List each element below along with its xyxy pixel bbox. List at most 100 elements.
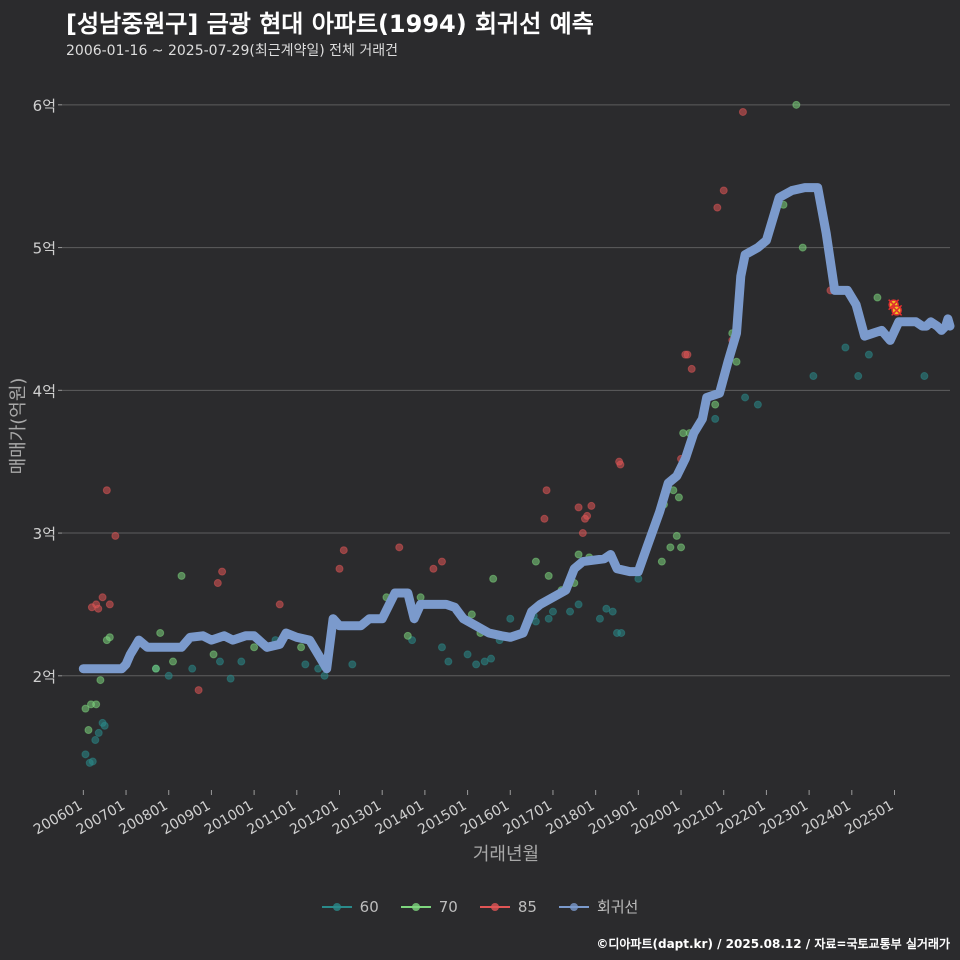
point-60 (864, 350, 873, 359)
point-60 (348, 660, 357, 669)
point-85 (437, 557, 446, 566)
point-70 (105, 633, 114, 642)
point-85 (339, 546, 348, 555)
chart-subtitle: 2006-01-16 ~ 2025-07-29(최근계약일) 전체 거래건 (66, 43, 398, 59)
point-85 (111, 531, 120, 540)
point-60 (88, 757, 97, 766)
point-70 (81, 704, 90, 713)
point-70 (798, 243, 807, 252)
point-60 (301, 660, 310, 669)
point-70 (96, 676, 105, 685)
point-60 (566, 607, 575, 616)
point-85 (275, 600, 284, 609)
point-60 (602, 604, 611, 613)
y-tick-label: 2억 (33, 668, 56, 686)
point-70 (177, 571, 186, 580)
point-60 (91, 736, 100, 745)
point-60 (472, 660, 481, 669)
legend-label-85: 85 (517, 897, 537, 916)
y-tick-label: 5억 (33, 240, 56, 258)
point-60 (81, 750, 90, 759)
point-85 (719, 186, 728, 195)
point-60 (237, 657, 246, 666)
highlight-cross (891, 304, 903, 316)
point-70 (711, 400, 720, 409)
point-85 (105, 600, 114, 609)
point-70 (732, 357, 741, 366)
highlight-cross (888, 299, 900, 311)
point-60 (506, 614, 515, 623)
x-tick-label: 202501 (842, 798, 896, 839)
point-85 (194, 686, 203, 695)
point-85 (335, 564, 344, 573)
point-60 (544, 614, 553, 623)
legend-key-85 (479, 901, 510, 913)
y-tick-label: 6억 (33, 97, 56, 115)
legend-key-70 (400, 901, 431, 913)
point-85 (102, 486, 111, 495)
point-60 (215, 657, 224, 666)
legend-label-60: 60 (359, 897, 379, 916)
point-85 (94, 604, 103, 613)
point-85 (583, 511, 592, 520)
point-70 (657, 557, 666, 566)
y-tick-label: 4억 (33, 382, 56, 400)
point-60 (617, 628, 626, 637)
legend-item-60[interactable]: 60 (321, 896, 379, 917)
source-credit: ©디아파트(dapt.kr) / 2025.08.12 / 자료=국토교통부 실… (596, 937, 950, 951)
point-70 (674, 493, 683, 502)
point-85 (587, 501, 596, 510)
point-60 (608, 607, 617, 616)
point-60 (100, 721, 109, 730)
point-60 (480, 657, 489, 666)
legend-item-70[interactable]: 70 (400, 896, 458, 917)
point-60 (595, 614, 604, 623)
point-85 (574, 503, 583, 512)
point-60 (711, 414, 720, 423)
point-85 (683, 350, 692, 359)
point-85 (429, 564, 438, 573)
point-60 (753, 400, 762, 409)
point-70 (544, 571, 553, 580)
point-70 (151, 664, 160, 673)
regression-line (78, 183, 955, 674)
point-70 (873, 293, 882, 302)
point-60 (741, 393, 750, 402)
point-85 (540, 514, 549, 523)
point-70 (92, 700, 101, 709)
point-60 (164, 671, 173, 680)
legend: 60 70 85 회귀선 (0, 896, 960, 917)
legend-key-60 (321, 901, 352, 913)
point-85 (395, 543, 404, 552)
point-70 (489, 574, 498, 583)
point-60 (444, 657, 453, 666)
point-70 (467, 610, 476, 619)
point-85 (218, 567, 227, 576)
point-60 (437, 643, 446, 652)
point-60 (94, 728, 103, 737)
point-85 (687, 364, 696, 373)
point-60 (574, 600, 583, 609)
point-85 (578, 529, 587, 538)
point-60 (226, 674, 235, 683)
point-60 (854, 372, 863, 381)
point-70 (677, 543, 686, 552)
legend-item-regression[interactable]: 회귀선 (558, 896, 638, 917)
legend-item-85[interactable]: 85 (479, 896, 537, 917)
point-70 (416, 593, 425, 602)
point-85 (738, 107, 747, 116)
point-70 (792, 100, 801, 109)
chart-title: [성남중원구] 금광 현대 아파트(1994) 회귀선 예측 (66, 10, 594, 38)
point-70 (666, 543, 675, 552)
point-85 (98, 593, 107, 602)
point-60 (320, 671, 329, 680)
point-70 (84, 726, 93, 735)
point-70 (531, 557, 540, 566)
x-axis-title: 거래년월 (473, 844, 539, 865)
point-85 (616, 460, 625, 469)
point-60 (487, 654, 496, 663)
point-70 (169, 657, 177, 666)
point-60 (809, 372, 818, 381)
point-70 (297, 643, 306, 652)
